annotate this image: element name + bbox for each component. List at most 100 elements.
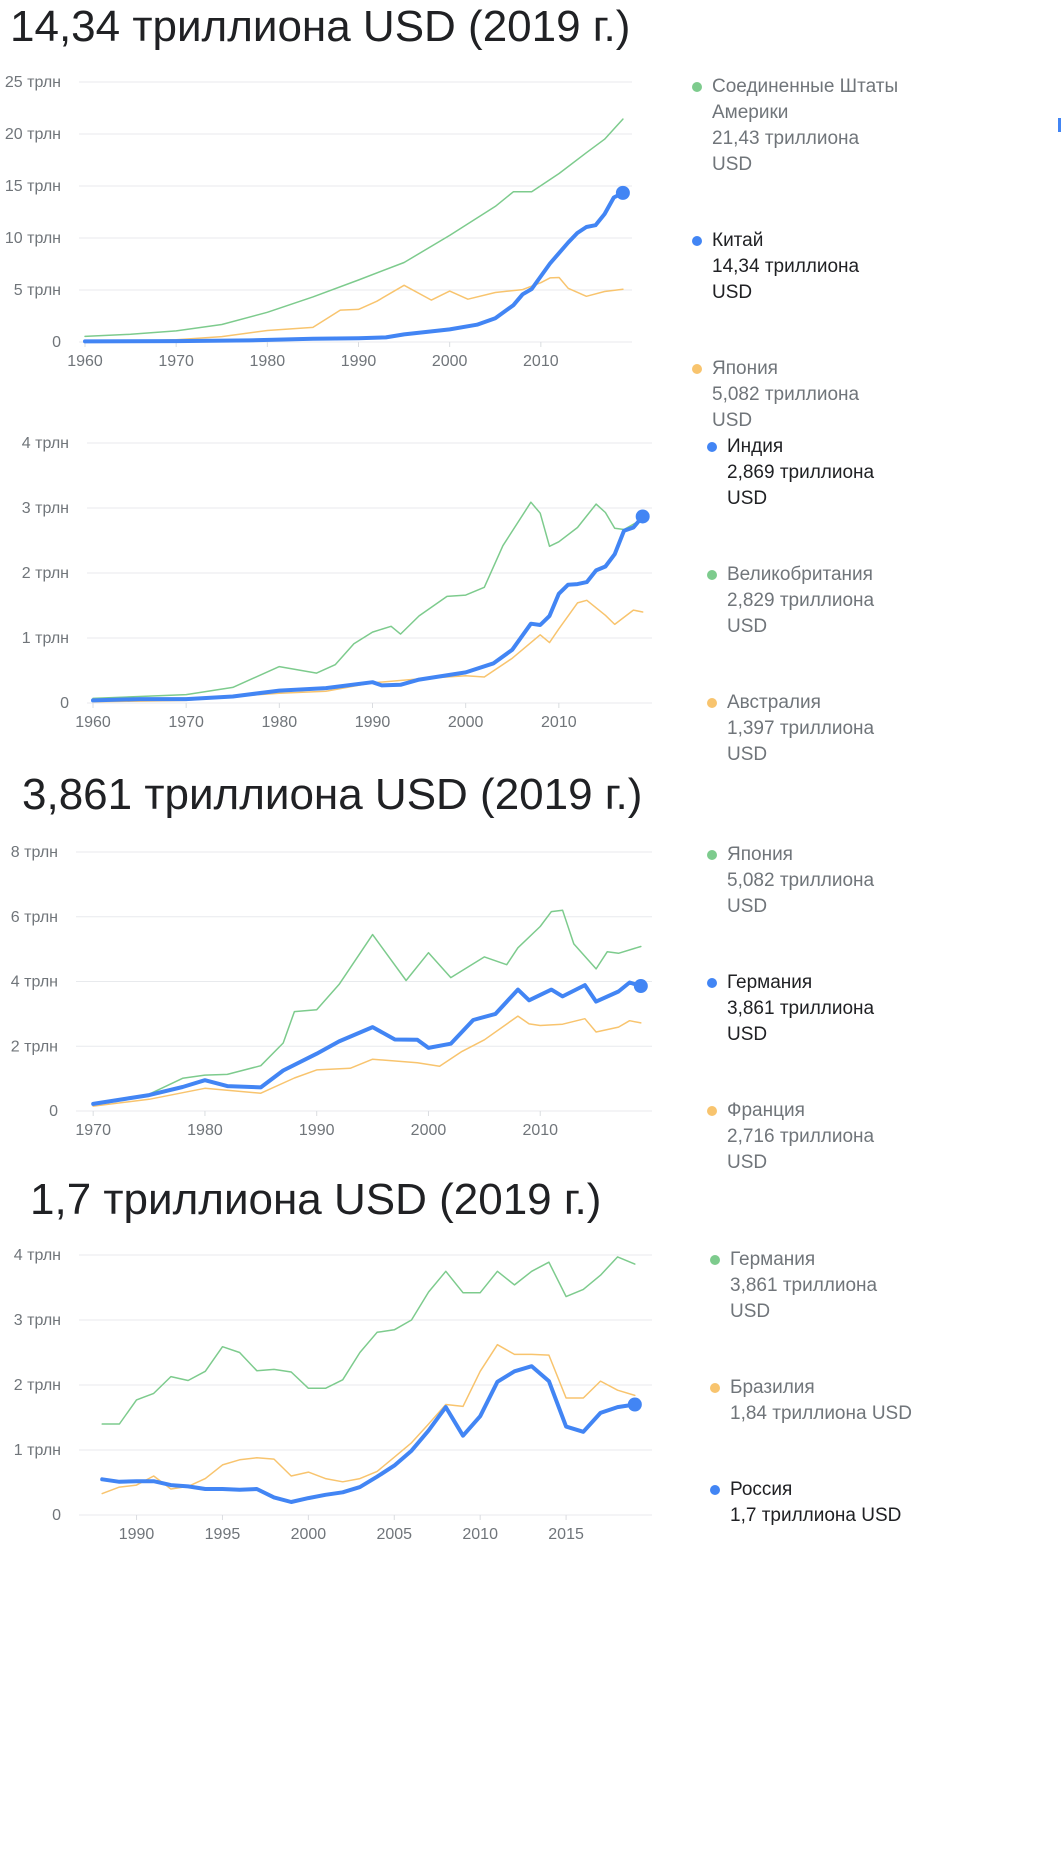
x-tick-label: 2000 — [411, 1122, 447, 1139]
legend-item[interactable]: Япония 5,082 триллиона USD — [705, 842, 915, 920]
legend-series-name: Франция — [727, 1100, 805, 1121]
series-line-1 — [101, 1256, 636, 1425]
series-line-3 — [91, 980, 643, 1106]
y-tick-label: 1 трлн — [14, 1442, 61, 1459]
x-tick-label: 2000 — [448, 714, 484, 731]
legend-series-name: Япония — [712, 358, 778, 379]
y-tick-label: 0 — [49, 1103, 58, 1120]
chart-1: 0 5 трлн 10 трлн 15 трлн 20 трлн 25 трлн 1960 1… — [5, 74, 632, 370]
series-line-1 — [92, 909, 642, 1105]
legend-series-value: 3,861 триллиона USD — [730, 1275, 878, 1322]
legend-dot-icon — [707, 698, 717, 708]
legend-dot-icon — [710, 1255, 720, 1265]
series-line-1 — [92, 501, 644, 700]
legend-series-value: 14,34 триллиона USD — [712, 256, 860, 303]
y-tick-label: 25 трлн — [5, 74, 61, 91]
x-tick-label: 1980 — [262, 714, 298, 731]
series-line-2 — [101, 1343, 636, 1495]
legend-dot-icon — [707, 850, 717, 860]
legend-dot-icon — [707, 978, 717, 988]
legend-item[interactable]: Бразилия 1,84 триллиона USD — [708, 1375, 918, 1427]
x-tick-label: 1990 — [119, 1526, 155, 1543]
chart-2: 0 1 трлн 2 трлн 3 трлн 4 трлн 1960 1970 1980 199… — [22, 435, 652, 731]
series-endpoint-dot — [615, 185, 630, 200]
series-line-2 — [92, 599, 644, 703]
series-endpoint-dot — [633, 979, 648, 994]
legend-item[interactable]: Австралия 1,397 триллиона USD — [705, 690, 915, 768]
x-tick-label: 2005 — [376, 1526, 412, 1543]
headline-2: 3,861 триллиона USD (2019 г.) — [22, 770, 643, 819]
headline-3: 1,7 триллиона USD (2019 г.) — [30, 1175, 602, 1224]
legend-series-name: Китай — [712, 230, 764, 251]
x-tick-label: 2015 — [548, 1526, 584, 1543]
legend-dot-icon — [692, 236, 702, 246]
x-tick-label: 1990 — [355, 714, 391, 731]
series-line-3 — [91, 514, 645, 703]
y-tick-label: 2 трлн — [11, 1038, 58, 1055]
legend-series-name: Великобритания — [727, 564, 873, 585]
legend-dot-icon — [710, 1485, 720, 1495]
scroll-indicator — [1058, 118, 1061, 132]
legend-series-name: Россия — [730, 1479, 793, 1500]
legend-dot-icon — [692, 364, 702, 374]
x-tick-label: 2000 — [291, 1526, 327, 1543]
x-tick-label: 1970 — [168, 714, 204, 731]
y-tick-label: 3 трлн — [22, 500, 69, 517]
legend-item[interactable]: Япония 5,082 триллиона USD — [690, 356, 900, 434]
y-tick-label: 10 трлн — [5, 230, 61, 247]
x-tick-label: 2010 — [522, 1122, 558, 1139]
series-line-2 — [92, 1015, 642, 1107]
legend-series-value: 21,43 триллиона USD — [712, 128, 860, 175]
legend-series-name: Австралия — [727, 692, 821, 713]
y-tick-label: 4 трлн — [22, 435, 69, 452]
legend-item[interactable]: Великобритания 2,829 триллиона USD — [705, 562, 915, 640]
legend-series-value: 1,397 триллиона USD — [727, 718, 875, 765]
x-tick-label: 1990 — [299, 1122, 335, 1139]
legend-item[interactable]: Германия 3,861 триллиона USD — [708, 1247, 918, 1325]
legend-series-name: Германия — [727, 972, 813, 993]
x-tick-label: 1980 — [187, 1122, 223, 1139]
legend-item[interactable]: Китай 14,34 триллиона USD — [690, 228, 900, 306]
y-tick-label: 4 трлн — [14, 1247, 61, 1264]
y-tick-label: 5 трлн — [14, 282, 61, 299]
y-tick-label: 0 — [60, 695, 69, 712]
x-tick-label: 1980 — [250, 353, 286, 370]
legend-series-value: 2,829 триллиона USD — [727, 590, 875, 637]
x-tick-label: 2010 — [523, 353, 559, 370]
chart-4: 0 1 трлн 2 трлн 3 трлн 4 трлн 1990 1995 2000 200… — [14, 1247, 652, 1543]
legend-dot-icon — [707, 442, 717, 452]
legend-1: Соединенные Штаты Америки 21,43 триллиона… — [690, 74, 900, 484]
legend-item[interactable]: Франция 2,716 триллиона USD — [705, 1098, 915, 1176]
x-tick-label: 1970 — [158, 353, 194, 370]
legend-item[interactable]: Соединенные Штаты Америки 21,43 триллиона… — [690, 74, 900, 178]
legend-series-value: 5,082 триллиона USD — [712, 384, 860, 431]
y-tick-label: 6 трлн — [11, 909, 58, 926]
legend-series-value: 2,716 триллиона USD — [727, 1126, 875, 1173]
y-tick-label: 4 трлн — [11, 974, 58, 991]
chart-3: 0 2 трлн 4 трлн 6 трлн 8 трлн 1970 1980 1990 200… — [11, 844, 652, 1139]
y-tick-label: 2 трлн — [22, 565, 69, 582]
series-endpoint-dot — [635, 509, 650, 524]
series-line-1 — [84, 118, 624, 338]
legend-series-value: 1,84 триллиона USD — [730, 1403, 912, 1424]
series-line-2 — [84, 276, 624, 343]
legend-2: Индия 2,869 триллиона USD Великобритания 2,… — [705, 434, 915, 818]
legend-3: Япония 5,082 триллиона USD Германия 3,861 т… — [705, 842, 915, 1226]
x-tick-label: 1960 — [67, 353, 103, 370]
x-tick-label: 2000 — [432, 353, 468, 370]
series-line-3 — [100, 1364, 637, 1504]
series-endpoint-dot — [627, 1397, 642, 1412]
legend-dot-icon — [707, 570, 717, 580]
legend-4: Германия 3,861 триллиона USD Бразилия 1,84 … — [708, 1247, 918, 1579]
x-tick-label: 2010 — [462, 1526, 498, 1543]
x-tick-label: 1995 — [205, 1526, 241, 1543]
legend-item[interactable]: Индия 2,869 триллиона USD — [705, 434, 915, 512]
y-tick-label: 20 трлн — [5, 126, 61, 143]
legend-item[interactable]: Германия 3,861 триллиона USD — [705, 970, 915, 1048]
legend-dot-icon — [692, 82, 702, 92]
x-tick-label: 1970 — [75, 1122, 111, 1139]
legend-item[interactable]: Россия 1,7 триллиона USD — [708, 1477, 918, 1529]
legend-series-value: 5,082 триллиона USD — [727, 870, 875, 917]
y-tick-label: 8 трлн — [11, 844, 58, 861]
headline-1: 14,34 триллиона USD (2019 г.) — [10, 2, 631, 51]
